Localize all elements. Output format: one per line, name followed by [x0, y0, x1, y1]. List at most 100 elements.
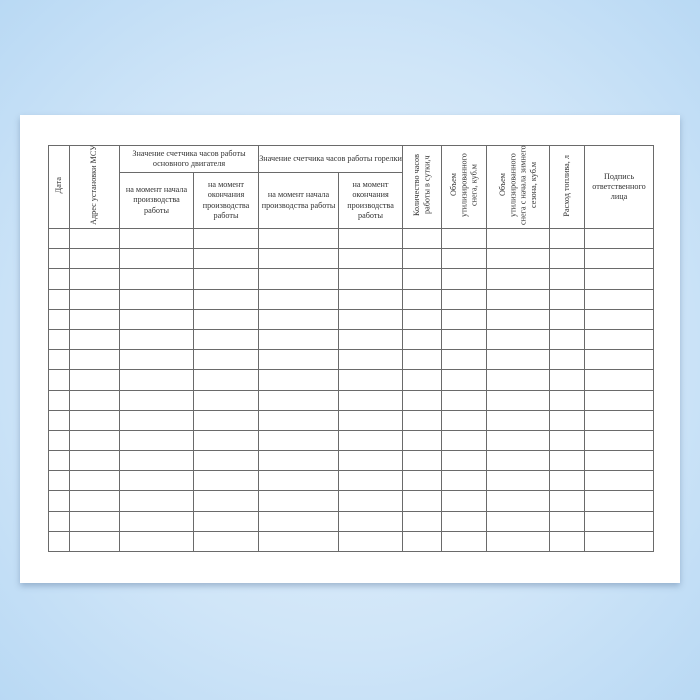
- table-cell: [441, 429, 488, 452]
- table-cell: [584, 227, 655, 250]
- table-cell: [441, 490, 488, 512]
- table-cell: [69, 248, 120, 270]
- table-cell: [402, 490, 443, 512]
- table-cell: [486, 288, 551, 310]
- table-cell: [584, 268, 655, 290]
- table-cell: [441, 389, 488, 411]
- table-cell: [192, 450, 260, 472]
- table-cell: [119, 288, 194, 310]
- table-cell: [119, 470, 194, 492]
- table-cell: [69, 288, 120, 310]
- table-row: [48, 490, 655, 512]
- table-cell: [486, 268, 551, 290]
- table-cell: [402, 389, 443, 411]
- table-cell: [402, 227, 443, 250]
- table-cell: [584, 288, 655, 310]
- table-row: [48, 349, 655, 371]
- table-cell: [258, 389, 340, 411]
- table-cell: [258, 429, 340, 452]
- table-cell: [119, 450, 194, 472]
- table-cell: [192, 308, 260, 330]
- table-cell: [549, 369, 586, 391]
- header-engine-start: на момент начала производства работы: [119, 172, 194, 229]
- table-cell: [119, 308, 194, 330]
- table-row: [48, 268, 655, 290]
- header-date: Дата: [48, 145, 70, 229]
- table-cell: [549, 429, 586, 452]
- table-cell: [258, 308, 340, 330]
- table-cell: [441, 248, 488, 270]
- table-cell: [258, 510, 340, 532]
- table-cell: [48, 530, 70, 553]
- table-cell: [192, 490, 260, 512]
- table-cell: [584, 530, 655, 553]
- table-row: [48, 328, 655, 351]
- table-cell: [549, 288, 586, 310]
- table-cell: [338, 369, 404, 391]
- table-row: [48, 227, 655, 250]
- table-cell: [258, 248, 340, 270]
- table-cell: [549, 530, 586, 553]
- table-cell: [119, 429, 194, 452]
- table-cell: [48, 328, 70, 351]
- table-cell: [48, 510, 70, 532]
- table-cell: [69, 349, 120, 371]
- table-cell: [48, 227, 70, 250]
- table-cell: [119, 389, 194, 411]
- table-cell: [69, 328, 120, 351]
- table-cell: [258, 409, 340, 431]
- table-cell: [549, 349, 586, 371]
- table-row: [48, 450, 655, 472]
- table-cell: [338, 429, 404, 452]
- table-row: [48, 389, 655, 411]
- table-cell: [119, 510, 194, 532]
- table-row: [48, 530, 655, 553]
- table-row: [48, 429, 655, 452]
- table-cell: [192, 530, 260, 553]
- table-cell: [402, 530, 443, 553]
- table-cell: [486, 248, 551, 270]
- table-cell: [192, 248, 260, 270]
- table-cell: [486, 369, 551, 391]
- table-cell: [69, 470, 120, 492]
- table-cell: [338, 349, 404, 371]
- log-table: Дата Адрес установки МСУ Значение счетчи…: [48, 145, 655, 553]
- table-row: [48, 308, 655, 330]
- table-cell: [119, 369, 194, 391]
- table-cell: [192, 227, 260, 250]
- table-cell: [549, 450, 586, 472]
- table-cell: [402, 409, 443, 431]
- table-cell: [486, 328, 551, 351]
- table-cell: [441, 227, 488, 250]
- table-cell: [338, 328, 404, 351]
- table-cell: [69, 308, 120, 330]
- table-cell: [48, 389, 70, 411]
- table-cell: [338, 510, 404, 532]
- table-cell: [441, 349, 488, 371]
- table-row: [48, 470, 655, 492]
- table-cell: [584, 409, 655, 431]
- table-cell: [486, 409, 551, 431]
- table-cell: [69, 530, 120, 553]
- table-cell: [549, 389, 586, 411]
- table-cell: [338, 248, 404, 270]
- table-cell: [69, 268, 120, 290]
- table-cell: [402, 328, 443, 351]
- table-cell: [441, 450, 488, 472]
- table-cell: [402, 308, 443, 330]
- table-cell: [549, 328, 586, 351]
- table-cell: [549, 409, 586, 431]
- header-volume-season: Объем утилизированного снега с начала зи…: [486, 145, 551, 229]
- table-cell: [69, 227, 120, 250]
- table-cell: [338, 530, 404, 553]
- table-row: [48, 510, 655, 532]
- table-cell: [48, 409, 70, 431]
- table-cell: [119, 530, 194, 553]
- table-cell: [441, 470, 488, 492]
- table-cell: [486, 530, 551, 553]
- table-cell: [338, 288, 404, 310]
- table-cell: [69, 490, 120, 512]
- table-cell: [338, 409, 404, 431]
- table-cell: [402, 450, 443, 472]
- table-cell: [441, 308, 488, 330]
